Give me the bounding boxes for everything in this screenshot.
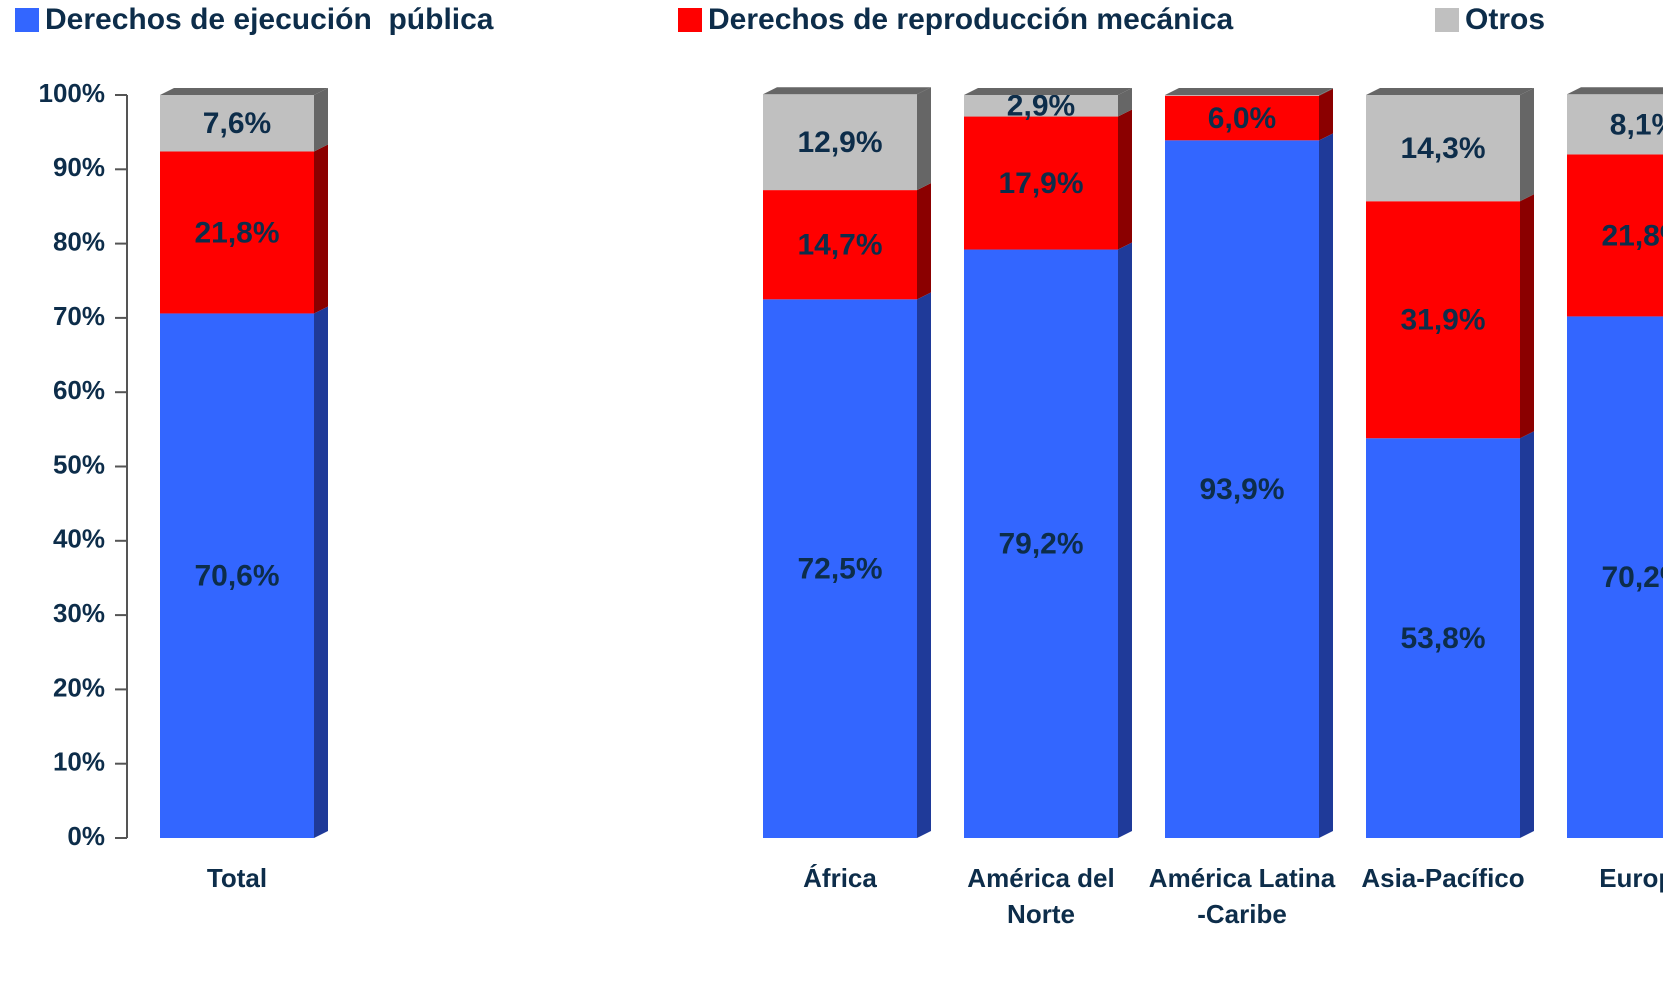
data-label: 53,8% (1400, 622, 1485, 655)
bar-segment (763, 94, 917, 191)
y-tick-label: 30% (53, 598, 105, 628)
data-label: 14,3% (1400, 132, 1485, 165)
bar-side (917, 87, 931, 191)
y-tick-label: 60% (53, 375, 105, 405)
y-tick-label: 50% (53, 449, 105, 479)
bar-side (917, 183, 931, 300)
bar-top (160, 88, 328, 95)
bar-segment (763, 190, 917, 300)
y-tick-label: 10% (53, 747, 105, 777)
data-label: 12,9% (797, 126, 882, 159)
legend-label: Otros (1465, 3, 1545, 36)
bar-segment (160, 313, 314, 838)
data-label: 93,9% (1199, 473, 1284, 506)
bar-top (964, 88, 1132, 95)
y-tick-label: 100% (39, 78, 106, 108)
data-label: 7,6% (203, 107, 271, 140)
bar-segment (1366, 95, 1520, 202)
data-label: 2,9% (1007, 90, 1075, 123)
bar-segment (964, 95, 1118, 117)
data-label: 21,8% (194, 216, 279, 249)
bar-side (1319, 88, 1333, 96)
bar-side (1118, 242, 1132, 838)
bar-side (314, 144, 328, 314)
bar-top (1567, 87, 1663, 95)
y-tick-label: 40% (53, 524, 105, 554)
legend-swatch (15, 8, 39, 32)
bar-side (1520, 88, 1534, 202)
bar-segment (160, 95, 314, 152)
data-label: 21,8% (1601, 219, 1663, 252)
data-label: 79,2% (998, 528, 1083, 561)
data-label: 8,1% (1610, 108, 1663, 141)
bar-segment (964, 116, 1118, 250)
bar-side (1118, 88, 1132, 117)
bar-side (314, 306, 328, 838)
y-tick-label: 80% (53, 226, 105, 256)
legend-label: Derechos de ejecución pública (45, 3, 494, 36)
x-tick-label: Total (206, 863, 268, 893)
bar-segment (1165, 140, 1319, 838)
y-tick-label: 0% (67, 821, 105, 851)
bar-segment (1165, 95, 1319, 96)
data-label: 70,2% (1601, 561, 1663, 594)
legend-swatch (678, 8, 702, 32)
bar-side (1319, 88, 1333, 141)
bar-segment (1567, 154, 1663, 317)
x-tick-label: Asia-Pacífico (1361, 863, 1525, 893)
x-tick-label: África (803, 863, 877, 893)
y-tick-label: 90% (53, 152, 105, 182)
bar-side (1520, 194, 1534, 439)
legend-label: Derechos de reproducción mecánica (708, 3, 1234, 36)
y-tick-label: 20% (53, 672, 105, 702)
data-label: 70,6% (194, 560, 279, 593)
bar-side (1118, 109, 1132, 250)
bar-top (763, 87, 931, 95)
bar-segment (1366, 201, 1520, 439)
bar-segment (1366, 438, 1520, 838)
bar-segment (1165, 95, 1319, 141)
bar-segment (1567, 94, 1663, 155)
legend-swatch (1435, 8, 1459, 32)
bar-segment (1567, 316, 1663, 838)
bar-side (1319, 133, 1333, 838)
bar-top (1366, 88, 1534, 95)
bar-segment (160, 151, 314, 314)
x-tick-label: América del Norte (967, 863, 1115, 929)
data-label: 31,9% (1400, 304, 1485, 337)
data-label: 72,5% (797, 553, 882, 586)
bar-side (314, 88, 328, 152)
bar-segment (964, 249, 1118, 838)
bar-side (1520, 431, 1534, 838)
bar-top (1165, 88, 1333, 95)
data-label: 14,7% (797, 229, 882, 262)
y-tick-label: 70% (53, 301, 105, 331)
bar-segment (763, 299, 917, 838)
x-tick-label: Europa (1599, 863, 1663, 893)
x-tick-label: América Latina -Caribe (1148, 863, 1336, 929)
bar-side (917, 292, 931, 838)
data-label: 6,0% (1208, 102, 1276, 135)
data-label: 17,9% (998, 167, 1083, 200)
